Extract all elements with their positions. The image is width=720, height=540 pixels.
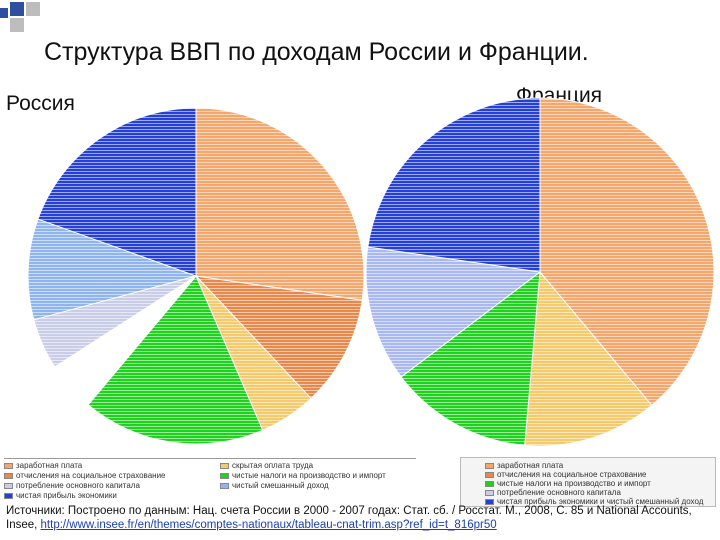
russia-legend-swatch-5 — [220, 482, 229, 489]
france-legend-swatch-1 — [485, 471, 494, 478]
russia-legend-item-4: потребление основного капитала — [4, 481, 140, 490]
france-legend-item-0: заработная плата — [485, 461, 563, 470]
france-legend-item-1: отчисления на социальное страхование — [485, 470, 647, 479]
legend-france: заработная плата отчисления на социальное… — [460, 457, 716, 507]
russia-slice-texture-7 — [37, 108, 196, 276]
russia-legend-swatch-0 — [4, 462, 13, 469]
deco-square-gray-2 — [10, 18, 24, 32]
france-legend-swatch-4 — [485, 498, 494, 505]
source-text: Источники: Построено по данным: Нац. сче… — [6, 505, 692, 531]
france-legend-label-1: отчисления на социальное страхование — [497, 470, 647, 479]
russia-slice-texture-2 — [196, 276, 312, 431]
russia-legend-label-5: чистый смешанный доход — [232, 481, 329, 490]
source-link[interactable]: http://www.insee.fr/en/themes/comptes-na… — [40, 519, 497, 531]
france-legend-label-4: чистая прибыль экономики и чистый смешан… — [497, 497, 704, 506]
france-legend-item-4: чистая прибыль экономики и чистый смешан… — [485, 497, 703, 506]
russia-legend-item-3: чистые налоги на производство и импорт — [220, 471, 386, 480]
russia-slice-texture-5 — [33, 276, 196, 367]
france-slice-texture-0 — [540, 98, 714, 406]
source-note: Источники: Построено по данным: Нац. сче… — [6, 504, 714, 532]
france-slice-texture-2 — [401, 272, 540, 446]
france-slice-texture-4 — [367, 98, 540, 272]
france-legend-item-3: потребление основного капитала — [485, 488, 621, 497]
france-legend-label-2: чистые налоги на производство и импорт — [497, 479, 651, 488]
russia-slice-texture-0 — [196, 108, 364, 301]
france-slice-texture-3 — [366, 246, 540, 377]
france-legend-swatch-2 — [485, 480, 494, 487]
france-legend-swatch-3 — [485, 489, 494, 496]
deco-square-blue-2 — [0, 8, 8, 18]
russia-legend-label-0: заработная плата — [16, 461, 83, 470]
russia-legend-item-6: чистая прибыль экономики — [4, 491, 117, 500]
russia-legend-label-2: отчисления на социальное страхование — [16, 471, 166, 480]
russia-legend-label-3: чистые налоги на производство и импорт — [232, 471, 386, 480]
russia-legend-item-2: отчисления на социальное страхование — [4, 471, 166, 480]
russia-legend-swatch-4 — [4, 482, 13, 489]
pie-russia — [27, 107, 365, 445]
france-legend-swatch-0 — [485, 462, 494, 469]
russia-legend-item-5: чистый смешанный доход — [220, 481, 329, 490]
pie-france — [365, 97, 715, 447]
russia-legend-label-1: скрытая оплата труда — [232, 461, 314, 470]
russia-legend-swatch-1 — [220, 462, 229, 469]
france-legend-item-2: чистые налоги на производство и импорт — [485, 479, 651, 488]
russia-legend-label-4: потребление основного капитала — [16, 481, 140, 490]
france-legend-label-3: потребление основного капитала — [497, 488, 621, 497]
russia-slice-texture-4 — [54, 276, 196, 405]
deco-square-blue-1 — [10, 2, 24, 16]
russia-slice-texture-6 — [27, 219, 196, 320]
russia-legend-item-1: скрытая оплата труда — [220, 461, 313, 470]
chart-title-russia: Россия — [6, 92, 75, 115]
russia-legend-swatch-3 — [220, 472, 229, 479]
russia-legend-label-6: чистая прибыль экономики — [16, 491, 117, 500]
page-title: Структура ВВП по доходам России и Франци… — [44, 38, 589, 66]
russia-legend-item-0: заработная плата — [4, 461, 82, 470]
deco-square-gray-1 — [26, 2, 40, 16]
france-legend-label-0: заработная плата — [497, 461, 564, 470]
corner-decoration — [0, 0, 48, 48]
russia-slice-texture-3 — [88, 276, 263, 444]
russia-legend-swatch-2 — [4, 472, 13, 479]
russia-slice-texture-1 — [196, 276, 363, 399]
france-slice-texture-1 — [524, 272, 652, 446]
legend-russia: заработная плата скрытая оплата труда отчи… — [4, 458, 416, 501]
russia-legend-swatch-6 — [4, 492, 13, 499]
